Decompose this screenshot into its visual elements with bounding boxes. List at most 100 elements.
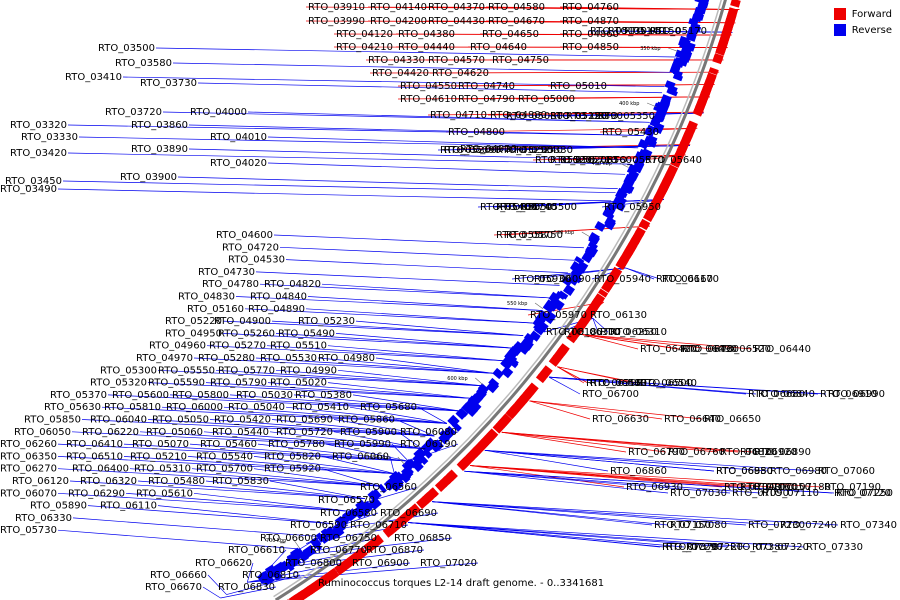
- connector-line: [501, 431, 627, 453]
- connector-line: [157, 369, 482, 387]
- legend-forward: Forward: [833, 8, 892, 20]
- connector-line: [129, 468, 381, 487]
- forward-gene: [568, 329, 580, 341]
- connector-line: [57, 529, 299, 550]
- gene-label: RTO_05090: [444, 145, 501, 156]
- reverse-gene: [691, 24, 702, 32]
- forward-gene: [422, 492, 434, 504]
- gene-label: RTO_05410: [292, 402, 349, 413]
- forward-gene: [552, 352, 564, 362]
- gene-label: RTO_05270: [209, 341, 266, 352]
- forward-gene: [598, 288, 609, 298]
- gene-label: RTO_04820: [264, 279, 321, 290]
- gene-label: RTO_06270: [0, 464, 57, 475]
- forward-gene: [492, 423, 504, 434]
- connector-line: [139, 431, 422, 449]
- connector-line: [69, 480, 366, 500]
- gene-label: RTO_05970: [530, 310, 587, 321]
- connector-line: [581, 334, 753, 350]
- connector-line: [155, 47, 676, 58]
- scale-tick-label: 600 kbp: [447, 376, 467, 382]
- connector-line: [431, 501, 653, 526]
- connector-line: [497, 199, 664, 208]
- gene-label: RTO_05290: [496, 145, 553, 156]
- gene-label: RTO_05200: [440, 145, 497, 156]
- reverse-gene: [260, 571, 269, 582]
- connector-line: [57, 468, 381, 487]
- forward-gene: [367, 540, 377, 551]
- forward-gene: [392, 517, 405, 530]
- connector-line: [548, 376, 757, 395]
- connector-line: [557, 366, 639, 384]
- connector-line: [625, 267, 661, 280]
- forward-gene: [434, 479, 448, 492]
- reverse-gene: [446, 425, 456, 436]
- forward-gene: [633, 230, 644, 240]
- connector-line: [484, 449, 715, 472]
- connector-line: [484, 449, 609, 472]
- connector-line: [515, 96, 710, 100]
- scale-tick-label: 650 kbp: [370, 455, 390, 461]
- scale-tick-label: 550 kbp: [507, 301, 527, 307]
- reverse-gene: [543, 310, 557, 325]
- connector-line: [375, 357, 493, 374]
- gene-label: RTO_06410: [66, 439, 123, 450]
- connector-line: [271, 419, 435, 437]
- reverse-gene: [614, 202, 625, 211]
- connector-line: [464, 470, 731, 494]
- connector-line: [215, 369, 482, 387]
- reverse-gene: [341, 511, 352, 523]
- gene-label: RTO_06790: [628, 447, 685, 458]
- reverse-gene: [646, 138, 657, 148]
- gene-label: RTO_06350: [0, 451, 57, 462]
- gene-label: RTO_06620: [195, 558, 252, 569]
- connector-line: [327, 345, 504, 362]
- connector-line: [529, 400, 663, 420]
- gene-label: RTO_05210: [130, 451, 187, 462]
- scale-tick-mark: [646, 102, 657, 108]
- gene-label: RTO_04420: [372, 68, 429, 79]
- gene-label: RTO_06160: [656, 274, 713, 285]
- connector-line: [223, 406, 447, 424]
- gene-label: RTO_05930: [514, 274, 571, 285]
- reverse-gene: [667, 88, 678, 97]
- reverse-gene: [313, 540, 323, 551]
- reverse-gene: [561, 276, 573, 287]
- legend-reverse: Reverse: [833, 24, 892, 36]
- forward-gene: [643, 213, 653, 222]
- gene-label: RTO_05630: [44, 402, 101, 413]
- forward-gene: [496, 418, 508, 430]
- reverse-gene: [353, 507, 365, 519]
- connector-line: [469, 465, 823, 488]
- connector-line: [188, 148, 633, 161]
- gene-label: RTO_03420: [10, 148, 67, 159]
- forward-gene: [548, 355, 561, 367]
- connector-line: [267, 162, 626, 175]
- forward-gene: [696, 98, 708, 106]
- forward-gene: [699, 91, 710, 99]
- gene-label: RTO_04530: [228, 255, 285, 266]
- gene-label: RTO_05220: [165, 316, 222, 327]
- gene-label: RTO_05790: [210, 378, 267, 389]
- connector-line: [408, 522, 729, 548]
- reverse-gene: [420, 441, 434, 454]
- scale-tick-mark: [534, 302, 544, 310]
- reverse-gene: [533, 322, 545, 333]
- gene-label: RTO_06530: [590, 378, 647, 389]
- reverse-gene: [390, 478, 404, 492]
- connector-line: [275, 369, 482, 387]
- gene-label: RTO_04610: [400, 94, 457, 105]
- gene-label: RTO_04570: [428, 55, 485, 66]
- gene-label: RTO_05620: [550, 155, 607, 166]
- gene-label: RTO_05250: [550, 111, 607, 122]
- gene-label: RTO_06580: [320, 508, 377, 519]
- gene-label: RTO_05320: [90, 378, 147, 389]
- gene-label: RTO_03490: [0, 184, 57, 195]
- gene-label: RTO_05040: [228, 402, 285, 413]
- connector-line: [355, 320, 524, 336]
- connector-line: [581, 334, 681, 350]
- legend: Forward Reverse: [833, 8, 892, 40]
- gene-label: RTO_03890: [131, 144, 188, 155]
- connector-line: [162, 111, 650, 123]
- connector-line: [625, 267, 655, 280]
